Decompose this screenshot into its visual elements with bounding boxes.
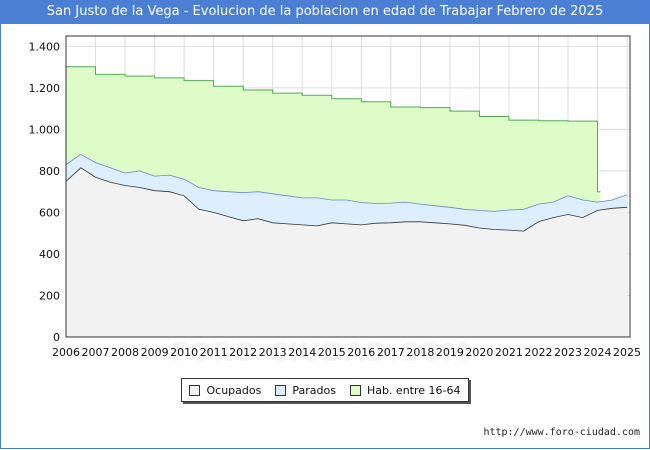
y-tick-label-6: 1.200: [29, 82, 61, 95]
x-tick-label-12: 2018: [406, 346, 434, 359]
line-ocupados: [65, 167, 628, 232]
legend-item-hab: Hab. entre 16-64: [349, 383, 461, 397]
x-tick-label-13: 2019: [436, 346, 464, 359]
x-tick-label-19: 2025: [613, 346, 641, 359]
x-tick-label-4: 2010: [170, 346, 198, 359]
plot-border: [65, 35, 631, 338]
x-tick-label-5: 2011: [200, 346, 228, 359]
x-tick-label-3: 2009: [141, 346, 169, 359]
y-tick-label-7: 1.400: [29, 40, 61, 53]
legend: Ocupados Parados Hab. entre 16-64: [181, 378, 469, 402]
legend-item-parados: Parados: [275, 384, 336, 397]
x-tick-label-11: 2017: [377, 346, 405, 359]
legend-swatch-hab: [349, 384, 361, 396]
area-ocupados: [66, 167, 627, 337]
x-tick-label-6: 2012: [229, 346, 257, 359]
legend-label-ocupados: Ocupados: [206, 383, 262, 397]
x-tick-label-15: 2021: [495, 346, 523, 359]
source-link[interactable]: http://www.foro-ciudad.com: [483, 427, 640, 438]
x-tick-label-8: 2014: [288, 346, 316, 359]
x-tick-label-2: 2008: [111, 346, 139, 359]
y-tick-label-4: 800: [39, 165, 60, 178]
y-tick-label-5: 1.000: [29, 123, 61, 136]
y-tick-label-1: 200: [39, 289, 60, 302]
legend-label-parados: Parados: [292, 383, 336, 397]
y-tick-label-2: 400: [39, 248, 60, 261]
x-tick-label-10: 2016: [347, 346, 375, 359]
x-tick-label-18: 2024: [584, 346, 612, 359]
x-tick-label-16: 2022: [524, 346, 552, 359]
watermark: FORO-CIUDAD.COM: [130, 338, 510, 368]
legend-swatch-ocupados: [189, 384, 201, 396]
legend-swatch-parados: [275, 384, 287, 396]
x-tick-label-1: 2007: [82, 346, 110, 359]
x-tick-label-7: 2013: [259, 346, 287, 359]
y-tick-label-3: 600: [39, 206, 60, 219]
x-tick-label-9: 2015: [318, 346, 346, 359]
y-tick-label-0: 0: [53, 331, 60, 344]
x-tick-label-17: 2023: [554, 346, 582, 359]
x-tick-label-14: 2020: [465, 346, 493, 359]
line-hab-entre-16-64: [66, 66, 601, 193]
legend-label-hab: Hab. entre 16-64: [366, 383, 461, 397]
line-parados: [65, 153, 628, 212]
x-tick-label-0: 2006: [52, 346, 80, 359]
legend-item-ocupados: Ocupados: [189, 384, 261, 397]
chart-title: San Justo de la Vega - Evolucion de la p…: [0, 0, 650, 24]
